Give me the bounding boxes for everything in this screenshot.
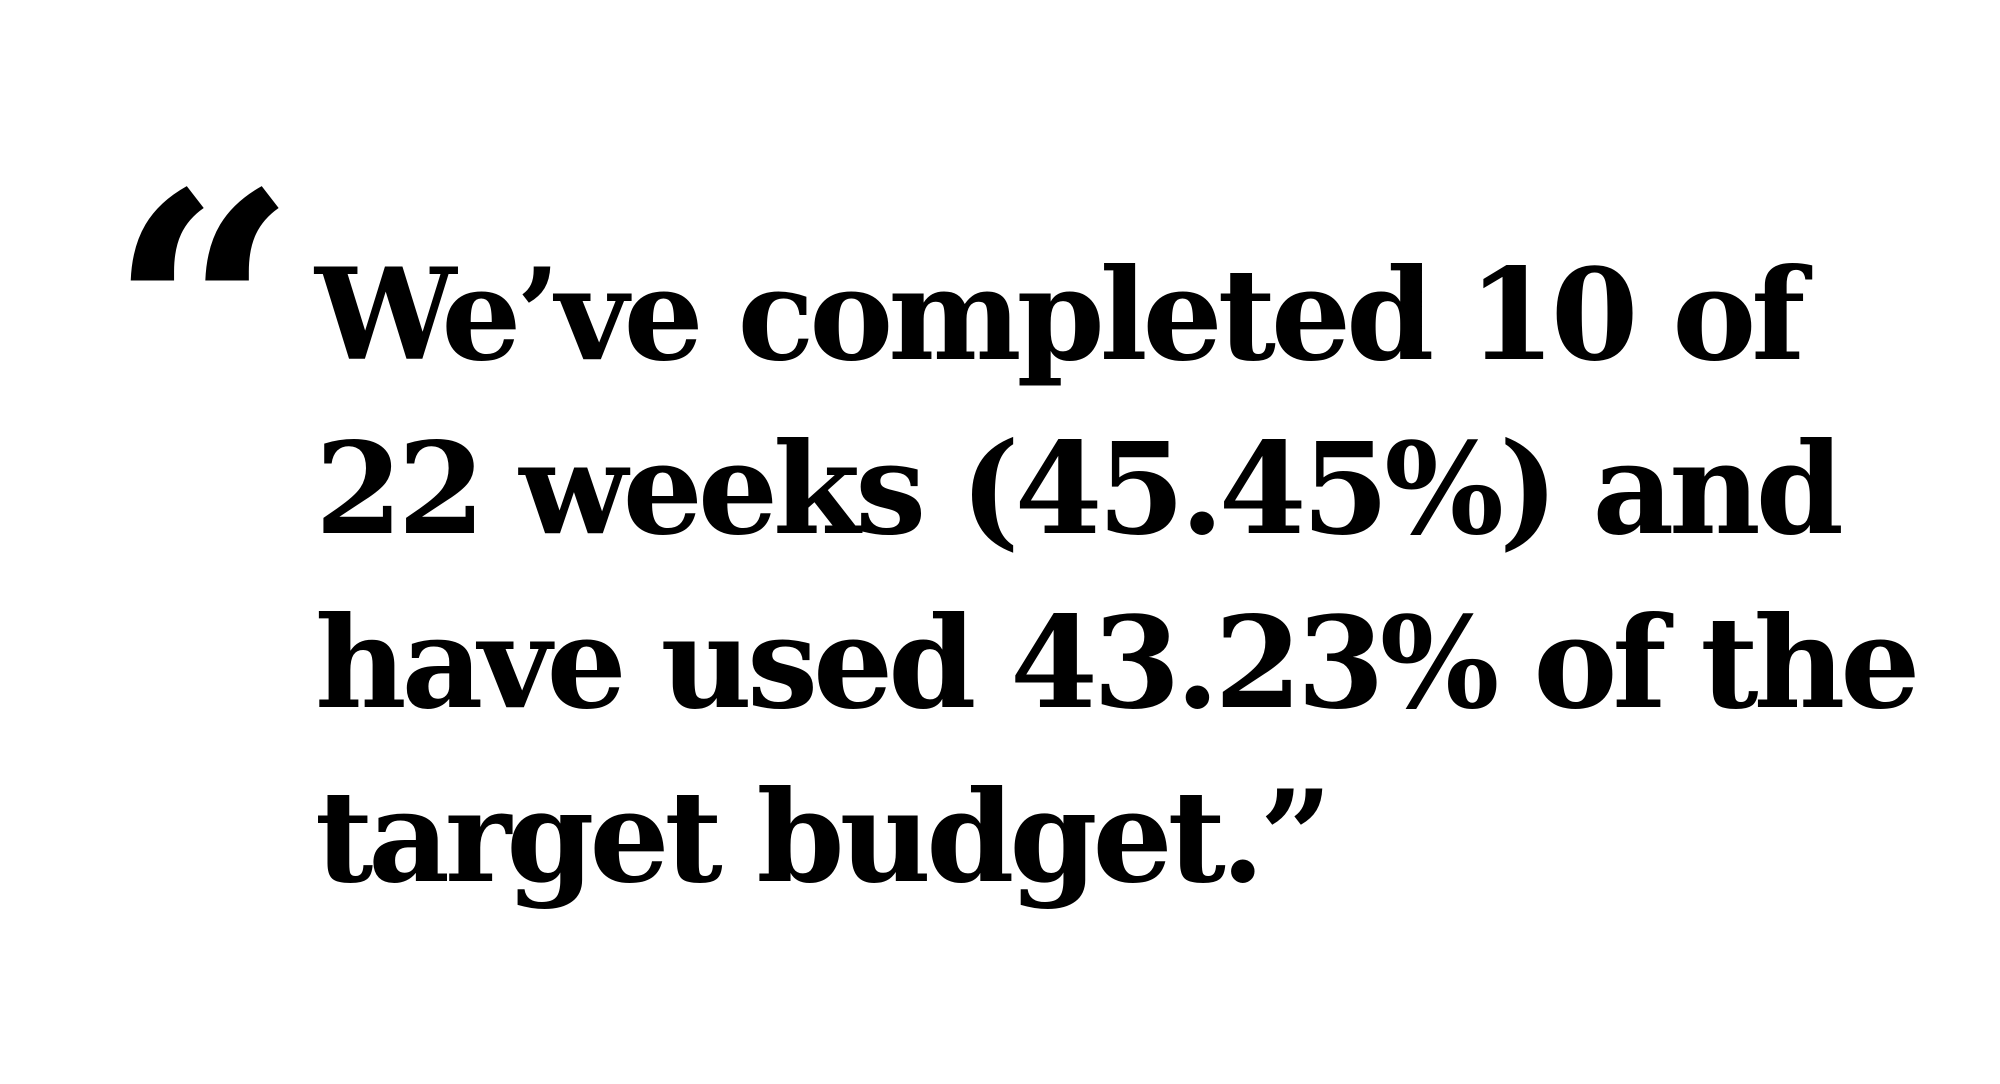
quote-line: 22 weeks (45.45%) and bbox=[315, 415, 1844, 563]
open-quote-mark-icon: “ bbox=[108, 121, 298, 509]
quote-line: have used 43.23% of the bbox=[315, 589, 1920, 737]
quote-line: target budget.” bbox=[315, 763, 1332, 911]
quote-line: We’ve completed 10 of bbox=[315, 241, 1806, 389]
quote-text: We’ve completed 10 of 22 weeks (45.45%) … bbox=[315, 228, 1955, 924]
